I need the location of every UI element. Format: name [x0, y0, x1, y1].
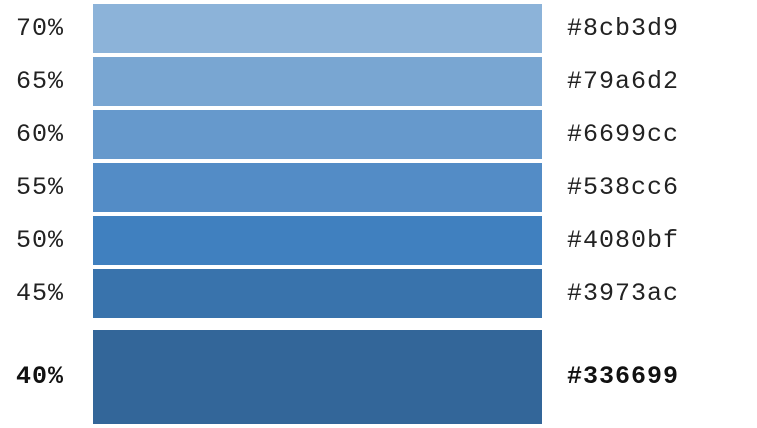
hex-label: #3973ac	[567, 279, 680, 308]
percent-label: 45%	[16, 279, 65, 308]
hex-label: #4080bf	[567, 226, 680, 255]
swatch-row-55: 55% #538cc6	[0, 163, 757, 213]
color-swatch	[93, 163, 542, 212]
percent-label: 70%	[16, 14, 65, 43]
color-swatch	[93, 216, 542, 265]
hex-label: #538cc6	[567, 173, 680, 202]
color-swatch	[93, 4, 542, 53]
percent-label: 65%	[16, 67, 65, 96]
swatch-row-65: 65% #79a6d2	[0, 57, 757, 107]
swatch-row-50: 50% #4080bf	[0, 216, 757, 266]
percent-label: 60%	[16, 120, 65, 149]
swatch-row-40-highlighted: 40% #336699	[0, 330, 757, 424]
hex-label: #336699	[567, 362, 680, 391]
percent-label: 50%	[16, 226, 65, 255]
swatch-row-45: 45% #3973ac	[0, 269, 757, 319]
color-swatch	[93, 57, 542, 106]
hex-label: #79a6d2	[567, 67, 680, 96]
hex-label: #8cb3d9	[567, 14, 680, 43]
hex-label: #6699cc	[567, 120, 680, 149]
percent-label: 55%	[16, 173, 65, 202]
percent-label: 40%	[16, 362, 65, 391]
swatch-row-70: 70% #8cb3d9	[0, 4, 757, 54]
color-swatch	[93, 330, 542, 424]
swatch-row-60: 60% #6699cc	[0, 110, 757, 160]
color-swatch	[93, 110, 542, 159]
color-swatch	[93, 269, 542, 318]
